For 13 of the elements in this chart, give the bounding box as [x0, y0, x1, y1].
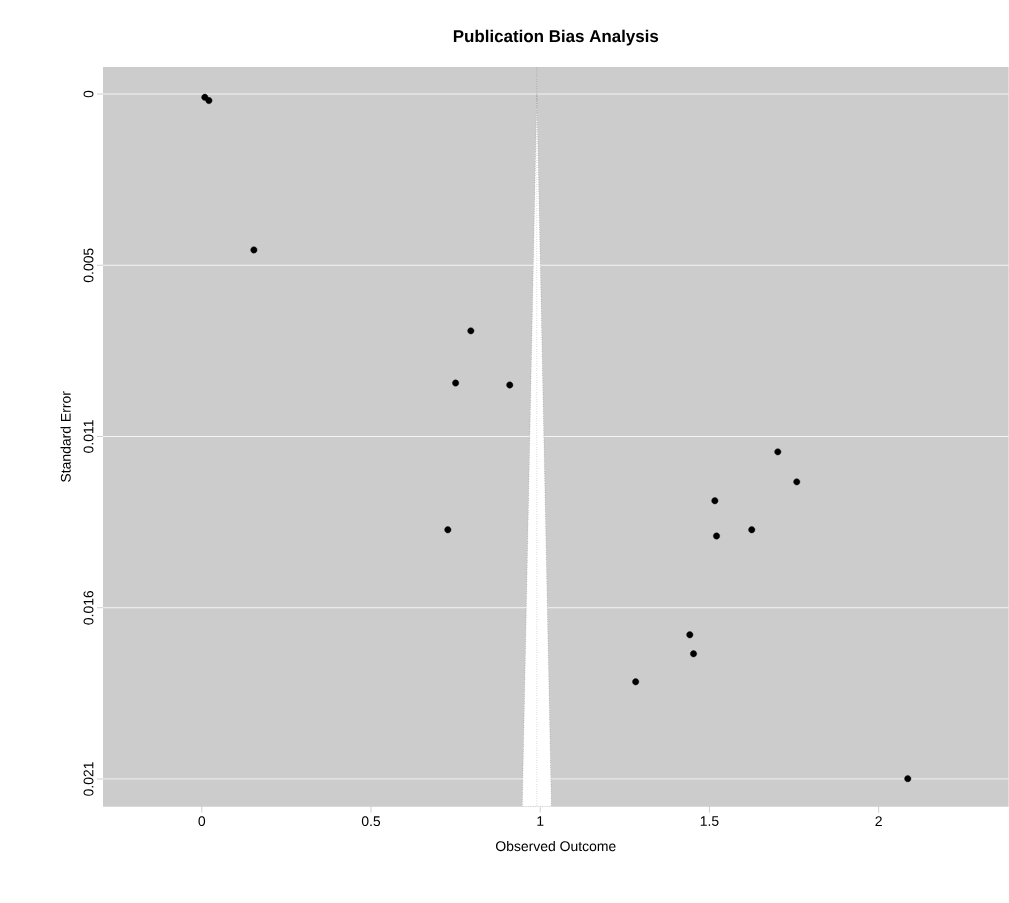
- x-tick-label: 1.5: [700, 816, 719, 827]
- y-tick-label: 0: [83, 90, 94, 98]
- x-tick-label: 1: [537, 816, 544, 826]
- x-tick-label: 0.5: [361, 816, 381, 827]
- x-tick-label: 2: [875, 816, 882, 827]
- y-tick-label: 0.005: [83, 248, 94, 283]
- y-tick-label: 0.021: [83, 762, 94, 797]
- y-tick-label: 0.016: [83, 591, 94, 625]
- x-tick-label: 0: [198, 816, 206, 827]
- chart-title: Publication Bias Analysis: [453, 29, 659, 46]
- y-tick-label: 0.011: [83, 420, 94, 454]
- y-axis-title: Standard Error: [60, 391, 71, 483]
- x-axis-title: Observed Outcome: [496, 841, 616, 852]
